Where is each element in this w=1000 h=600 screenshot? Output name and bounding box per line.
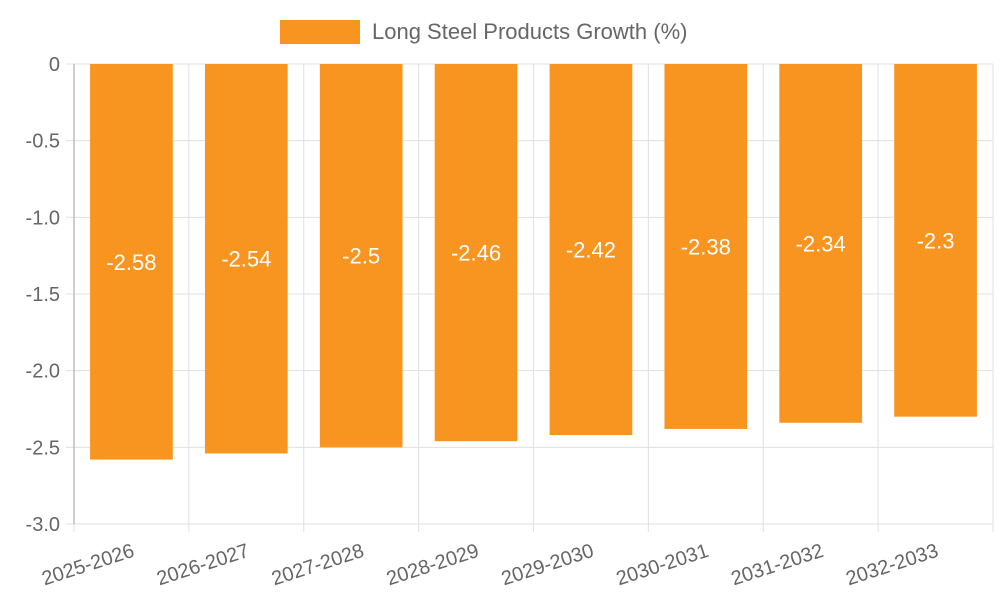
bar[interactable]: [894, 64, 977, 417]
x-axis-ticks: 2025-2026 2026-2027 2027-2028 2028-2029 2029…: [39, 540, 941, 590]
x-tick-label: 2030-2031: [614, 540, 712, 590]
legend-swatch[interactable]: [280, 20, 360, 44]
bar-value-label: -2.34: [796, 231, 846, 256]
x-tick-label: 2031-2032: [728, 540, 826, 590]
bar[interactable]: [90, 64, 173, 460]
x-tick-label: 2025-2026: [39, 540, 137, 590]
y-tick-label: -2.5: [26, 437, 60, 459]
bar-value-label: -2.3: [917, 228, 955, 253]
x-tick-label: 2028-2029: [384, 540, 482, 590]
bar[interactable]: [779, 64, 863, 423]
bar-value-label: -2.38: [681, 234, 731, 259]
y-axis-ticks: 0 -0.5 -1.0 -1.5 -2.0 -2.5 -3.0: [26, 54, 60, 536]
bar[interactable]: [319, 64, 403, 448]
bar-value-label: -2.42: [566, 238, 616, 263]
x-tick-label: 2032-2033: [843, 540, 941, 590]
y-tick-label: -3.0: [26, 514, 60, 536]
legend[interactable]: Long Steel Products Growth (%): [280, 19, 687, 44]
x-tick-label: 2029-2030: [499, 540, 597, 590]
bar-value-label: -2.54: [221, 247, 271, 272]
bar[interactable]: [434, 64, 518, 442]
x-tick-label: 2026-2027: [154, 540, 252, 590]
y-tick-label: -1.5: [26, 284, 60, 306]
bar[interactable]: [549, 64, 633, 436]
bars-group: [90, 64, 977, 460]
bar-labels-group: -2.58 -2.54 -2.5 -2.46 -2.42 -2.38 -2.34 -2.3: [106, 228, 954, 274]
legend-label[interactable]: Long Steel Products Growth (%): [372, 19, 687, 44]
bar[interactable]: [664, 64, 748, 429]
bar-value-label: -2.5: [342, 244, 380, 269]
bar-value-label: -2.58: [106, 250, 156, 275]
y-tick-label: 0: [49, 54, 60, 76]
bar[interactable]: [204, 64, 288, 454]
y-tick-label: -2.0: [26, 361, 60, 383]
y-tick-label: -1.0: [26, 207, 60, 229]
x-tick-label: 2027-2028: [269, 540, 367, 590]
y-tick-label: -0.5: [26, 131, 60, 153]
bar-value-label: -2.46: [451, 241, 501, 266]
